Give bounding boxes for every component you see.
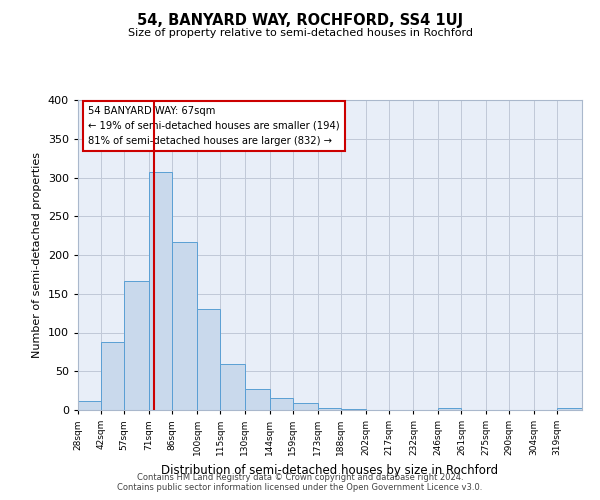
Bar bbox=[220, 364, 245, 410]
Text: Contains HM Land Registry data © Crown copyright and database right 2024.: Contains HM Land Registry data © Crown c… bbox=[137, 474, 463, 482]
Text: 54, BANYARD WAY, ROCHFORD, SS4 1UJ: 54, BANYARD WAY, ROCHFORD, SS4 1UJ bbox=[137, 12, 463, 28]
Bar bbox=[269, 398, 293, 410]
Bar bbox=[101, 342, 124, 410]
Bar bbox=[341, 409, 365, 410]
Bar bbox=[438, 408, 461, 410]
Bar bbox=[172, 242, 197, 410]
Text: 54 BANYARD WAY: 67sqm
← 19% of semi-detached houses are smaller (194)
81% of sem: 54 BANYARD WAY: 67sqm ← 19% of semi-deta… bbox=[88, 106, 340, 146]
Bar bbox=[293, 403, 317, 410]
Text: Contains public sector information licensed under the Open Government Licence v3: Contains public sector information licen… bbox=[118, 484, 482, 492]
Text: Size of property relative to semi-detached houses in Rochford: Size of property relative to semi-detach… bbox=[128, 28, 473, 38]
Bar bbox=[317, 408, 341, 410]
X-axis label: Distribution of semi-detached houses by size in Rochford: Distribution of semi-detached houses by … bbox=[161, 464, 499, 476]
Bar bbox=[197, 309, 220, 410]
Y-axis label: Number of semi-detached properties: Number of semi-detached properties bbox=[32, 152, 42, 358]
Bar bbox=[78, 400, 101, 410]
Bar bbox=[557, 408, 582, 410]
Bar bbox=[245, 389, 269, 410]
Bar bbox=[149, 172, 172, 410]
Bar bbox=[124, 280, 149, 410]
